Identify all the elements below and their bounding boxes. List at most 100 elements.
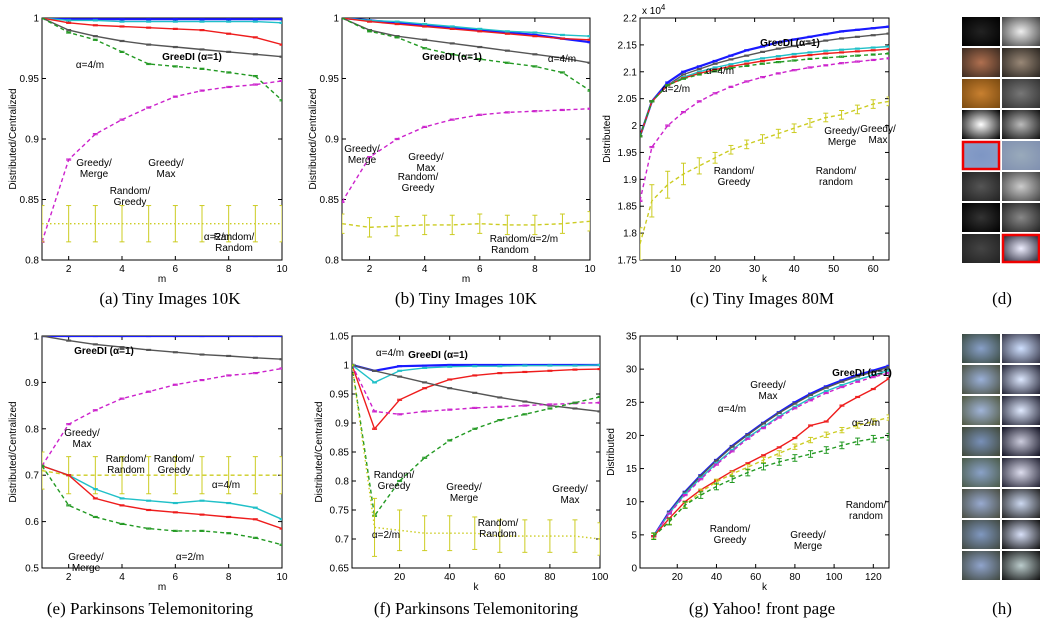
thumbnail-image <box>1002 110 1040 139</box>
y-tick-label: 1.75 <box>618 256 638 267</box>
thumbnail-image <box>962 141 1000 170</box>
chart-a: 0.8 0.85 0.9 0.95 1 2 4 6 8 10 m Distributed/Centra… <box>8 14 288 309</box>
annotation: α=2/m <box>662 84 690 95</box>
x-axis-label: k <box>762 274 768 285</box>
series-group <box>651 364 889 540</box>
y-exponent: x 104 <box>642 3 666 17</box>
annotation: α=4/m <box>376 348 404 359</box>
x-tick-label: 2 <box>66 572 72 583</box>
annotation: α=2/m <box>372 530 400 541</box>
annotation: α=4/m <box>718 404 746 415</box>
series-group <box>342 18 590 238</box>
annotation: Random/random <box>846 500 887 522</box>
caption-b: (b) Tiny Images 10K <box>395 289 538 308</box>
series-line-greedymax <box>42 336 282 360</box>
y-tick-label: 0 <box>631 564 637 575</box>
series-group <box>42 336 282 546</box>
x-tick-label: 10 <box>584 264 596 275</box>
annotation: GreeDI (α=1) <box>760 38 820 49</box>
series-line-greedi <box>42 18 282 21</box>
x-axis-label: k <box>474 582 480 593</box>
annotation: Greedy/Merge <box>790 530 826 552</box>
chart-f: 0.65 0.7 0.75 0.8 0.85 0.9 0.95 1 1.05 20 40 60 80 10… <box>314 332 609 619</box>
annotation: Random/Greedy <box>110 186 151 208</box>
y-tick-label: 0.9 <box>25 378 39 389</box>
annotation: α=4/m <box>76 60 104 71</box>
thumbnail-image <box>1002 172 1040 201</box>
x-tick-label: 10 <box>276 572 288 583</box>
x-tick-label: 2 <box>66 264 72 275</box>
y-tick-label: 0.85 <box>330 448 350 459</box>
annotation: Greedy/Merge <box>344 144 380 166</box>
x-axis-label: m <box>462 274 470 285</box>
x-tick-label: 60 <box>750 572 762 583</box>
y-axis-label: Distributed/Centralized <box>308 88 319 189</box>
x-tick-label: 2 <box>367 264 373 275</box>
thumbnail-image <box>962 234 1000 263</box>
x-tick-label: 40 <box>444 572 456 583</box>
x-tick-label: 6 <box>477 264 483 275</box>
chart-g: 0 5 10 15 20 25 30 35 20 40 60 80 100 120 k Distributed… <box>606 332 892 619</box>
annotation: GreeDI (α=1) <box>74 346 134 357</box>
x-tick-label: 4 <box>422 264 428 275</box>
x-tick-label: 4 <box>119 572 125 583</box>
y-tick-label: 30 <box>626 365 638 376</box>
thumbnail-image <box>962 79 1000 108</box>
x-tick-label: 60 <box>868 264 880 275</box>
series-line-a2m <box>653 377 889 537</box>
series-line-randomrandom <box>42 469 282 476</box>
thumbnail-image <box>1002 203 1040 232</box>
series-line-a4m <box>42 465 282 520</box>
series-line-greedymerge <box>342 18 590 92</box>
annotation: Greedy/Merge <box>824 126 860 148</box>
x-tick-label: 8 <box>226 264 232 275</box>
y-tick-label: 1.95 <box>618 148 638 159</box>
annotation: GreeDI (α=1) <box>162 52 222 63</box>
annotation: Greedy/Max <box>64 428 100 450</box>
y-tick-label: 0.65 <box>330 564 350 575</box>
thumbnail-image <box>962 365 1000 394</box>
y-tick-label: 10 <box>626 497 638 508</box>
series-line-randomrandom <box>640 100 889 245</box>
series-line-greedymerge <box>653 436 889 537</box>
thumbnail-image <box>962 520 1000 549</box>
caption-f: (f) Parkinsons Telemonitoring <box>374 599 579 618</box>
thumbnail-image <box>1002 48 1040 77</box>
caption-c: (c) Tiny Images 80M <box>690 289 834 308</box>
y-tick-label: 1.8 <box>623 229 637 240</box>
thumbnail-image <box>1002 234 1040 263</box>
series-line-a4m <box>653 369 889 537</box>
y-tick-label: 0.9 <box>25 135 39 146</box>
y-tick-label: 1.9 <box>623 175 637 186</box>
y-axis-label: Distributed/Centralized <box>314 401 325 502</box>
annotation: Greedy/Max <box>148 158 184 180</box>
y-tick-label: 35 <box>626 332 638 343</box>
x-tick-label: 20 <box>710 264 722 275</box>
series-line-a2m <box>42 465 282 530</box>
y-tick-label: 0.75 <box>330 506 350 517</box>
y-tick-label: 0.95 <box>320 74 340 85</box>
plot-frame <box>639 335 890 569</box>
annotation: Greedy/Max <box>750 380 786 402</box>
thumbnail-image <box>962 17 1000 46</box>
y-tick-label: 0.95 <box>20 74 40 85</box>
thumbnail-image <box>1002 520 1040 549</box>
thumbnail-image <box>962 396 1000 425</box>
annotation: Greedy/Merge <box>446 482 482 504</box>
plot-frame <box>41 17 283 261</box>
y-tick-label: 0.85 <box>320 195 340 206</box>
series-line-greedymax <box>653 366 889 537</box>
y-tick-label: 0.8 <box>25 424 39 435</box>
series-line-greedymax <box>342 18 590 64</box>
thumbnail-image <box>962 110 1000 139</box>
series-line-randomgreedy <box>653 372 889 537</box>
series-line-a2m <box>342 18 590 41</box>
thumbnail-image <box>962 203 1000 232</box>
y-tick-label: 2 <box>631 121 637 132</box>
plot-frame <box>41 335 283 569</box>
thumbnail-grid-d <box>961 17 1040 264</box>
annotation: Random/Greedy <box>714 166 755 188</box>
caption-e: (e) Parkinsons Telemonitoring <box>47 599 254 618</box>
y-tick-label: 0.95 <box>330 390 350 401</box>
annotation: Greedy/Merge <box>68 552 104 574</box>
